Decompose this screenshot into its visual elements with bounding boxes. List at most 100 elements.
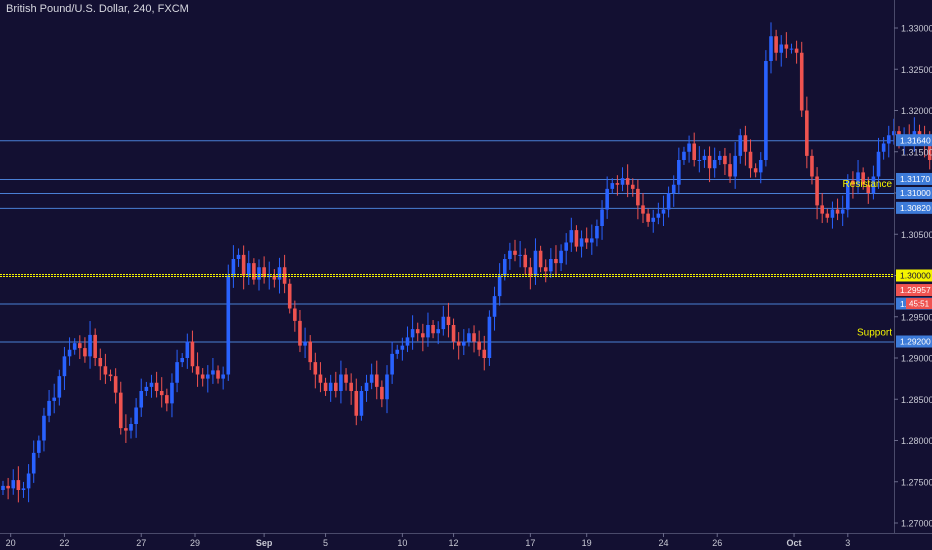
candle-24 — [124, 414, 128, 443]
y-tick-label-0: 1.27000 — [901, 519, 932, 529]
candle-134 — [687, 135, 691, 163]
x-tick-label-10: 24 — [658, 538, 668, 548]
candle-133 — [682, 146, 686, 165]
candle-115 — [590, 224, 594, 255]
countdown-label: 45:51 — [906, 298, 932, 310]
candle-103 — [528, 257, 533, 290]
candle-29 — [149, 374, 154, 398]
candle-108 — [554, 245, 558, 276]
candle-32 — [165, 388, 169, 412]
candle-169 — [866, 176, 871, 204]
candle-17 — [88, 321, 92, 369]
candle-165 — [846, 174, 850, 218]
candle-157 — [805, 96, 809, 169]
candle-156 — [799, 41, 804, 117]
candle-88 — [451, 318, 456, 350]
candle-2 — [11, 469, 16, 495]
candle-142 — [728, 153, 732, 183]
candle-145 — [743, 125, 748, 166]
candle-46 — [236, 248, 241, 267]
x-tick-label-2: 27 — [136, 538, 146, 548]
candle-85 — [436, 321, 440, 345]
candle-126 — [646, 208, 650, 227]
candle-97 — [497, 263, 502, 306]
candle-75 — [385, 365, 389, 414]
candle-143 — [733, 142, 737, 189]
candle-16 — [83, 337, 87, 363]
candle-140 — [718, 150, 722, 165]
candle-146 — [748, 139, 753, 178]
candle-5 — [26, 464, 31, 503]
x-tick-label-8: 17 — [525, 538, 535, 548]
candle-58 — [298, 309, 302, 353]
candle-92 — [472, 325, 476, 353]
candle-130 — [666, 186, 671, 218]
candle-18 — [93, 328, 97, 366]
candle-34 — [175, 349, 179, 393]
candle-166 — [851, 171, 855, 199]
candle-38 — [195, 352, 200, 387]
annotation-support: Support — [857, 327, 892, 338]
candle-164 — [840, 195, 845, 226]
candle-132 — [677, 147, 681, 195]
candle-64 — [328, 374, 333, 402]
candle-37 — [190, 330, 195, 373]
candle-174 — [892, 118, 896, 145]
candle-39 — [200, 368, 205, 387]
candle-114 — [584, 227, 589, 249]
candle-162 — [830, 201, 835, 229]
candle-84 — [431, 320, 435, 339]
candle-15 — [78, 335, 82, 359]
svg-text:1.29957: 1.29957 — [900, 285, 931, 295]
svg-text:1.30820: 1.30820 — [900, 203, 931, 213]
candle-154 — [789, 43, 794, 54]
y-tick-label-9: 1.31500 — [901, 147, 932, 157]
candle-81 — [415, 322, 420, 342]
candle-91 — [467, 328, 471, 347]
level-label-0: 1.31640 — [896, 134, 932, 147]
time-axis[interactable]: 20 22 27 29 Sep 5 10 12 17 19 24 26 Oct 3 — [6, 533, 851, 548]
candle-63 — [323, 377, 328, 396]
candle-96 — [492, 286, 497, 331]
candle-35 — [180, 353, 184, 368]
candle-139 — [712, 147, 717, 178]
candle-122 — [625, 164, 630, 198]
candle-120 — [615, 175, 620, 196]
candle-118 — [605, 176, 609, 219]
candle-172 — [881, 137, 886, 160]
candle-55 — [282, 254, 287, 294]
horizontal-levels — [0, 140, 894, 343]
y-tick-label-12: 1.33000 — [901, 24, 932, 34]
candle-163 — [835, 198, 840, 221]
candle-49 — [252, 258, 256, 285]
x-tick-label-5: 5 — [323, 538, 328, 548]
candle-51 — [262, 256, 266, 284]
candle-28 — [144, 381, 149, 396]
candle-26 — [134, 398, 138, 438]
candle-79 — [405, 326, 410, 353]
candle-106 — [543, 259, 548, 283]
candles — [1, 22, 932, 503]
candle-36 — [185, 333, 190, 369]
candle-40 — [206, 365, 210, 393]
candle-110 — [564, 233, 568, 265]
candle-54 — [277, 257, 282, 294]
x-tick-label-12: Oct — [787, 538, 802, 548]
svg-text:1.30000: 1.30000 — [900, 271, 931, 281]
candle-100 — [513, 239, 517, 262]
level-label-3: 1.30820 — [896, 201, 932, 214]
candle-160 — [820, 193, 824, 224]
candle-119 — [610, 178, 615, 194]
candle-66 — [339, 360, 343, 404]
candle-65 — [334, 371, 338, 398]
candle-94 — [482, 335, 487, 371]
candle-27 — [139, 378, 144, 417]
x-tick-label-0: 20 — [6, 538, 16, 548]
current-price-line — [0, 274, 894, 277]
candle-152 — [779, 35, 784, 67]
candle-57 — [293, 300, 297, 332]
candle-93 — [477, 330, 481, 357]
candle-76 — [390, 341, 394, 384]
candle-95 — [487, 310, 492, 366]
